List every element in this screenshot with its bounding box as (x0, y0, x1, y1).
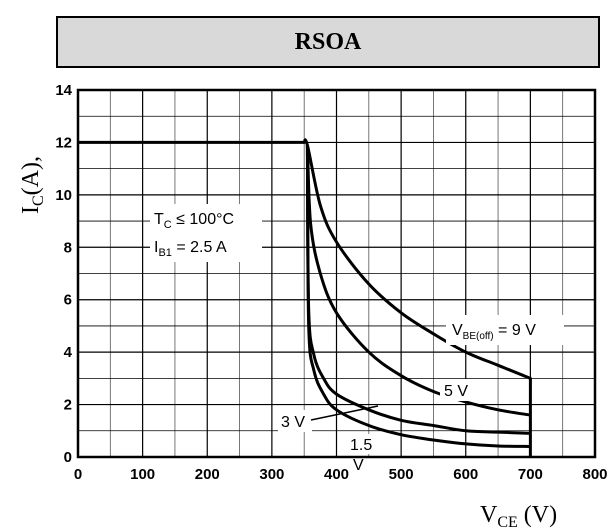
series-line-3 (305, 145, 531, 448)
x-tick-label: 800 (582, 466, 607, 483)
series-label-5v: 5 V (444, 383, 468, 400)
chart-title: RSOA (294, 28, 362, 55)
label-5v-bg (440, 379, 474, 401)
series-label-15v: 1.5 (350, 437, 372, 454)
x-tick-label: 500 (389, 466, 414, 483)
series-label-15v-unit: V (353, 457, 364, 474)
x-tick-label: 700 (518, 466, 543, 483)
pointer-3v (310, 405, 379, 421)
x-tick-label: 600 (453, 466, 478, 483)
y-tick-label: 0 (64, 449, 72, 466)
y-tick-label: 12 (55, 134, 72, 151)
x-axis-label: VCE (V) (480, 502, 557, 531)
conditions-legend-bg (150, 204, 262, 262)
y-tick-label: 14 (55, 82, 72, 99)
condition-ib: IB1 = 2.5 A (154, 239, 227, 259)
title-bar: RSOA (56, 16, 600, 68)
y-tick-label: 2 (64, 397, 72, 414)
x-tick-label: 400 (324, 466, 349, 483)
y-axis-label: IC(A), (18, 156, 47, 214)
series-line-2 (305, 145, 531, 435)
y-tick-label: 10 (55, 187, 72, 204)
x-tick-label: 200 (195, 466, 220, 483)
y-tick-label: 4 (64, 344, 73, 361)
plot-frame (76, 88, 597, 459)
x-tick-label: 100 (130, 466, 155, 483)
series-label-9v: VBE(off) = 9 V (452, 322, 536, 342)
x-tick-label: 0 (74, 466, 82, 483)
series-line-0 (78, 138, 532, 458)
series-line-1 (305, 145, 531, 417)
x-tick-label: 300 (259, 466, 284, 483)
label-15v-bg (346, 434, 378, 454)
label-9v-bg (446, 315, 564, 345)
y-tick-label: 8 (64, 239, 72, 256)
y-tick-label: 6 (64, 292, 72, 309)
label-3v-bg (278, 410, 312, 432)
series-label-3v: 3 V (281, 414, 305, 431)
condition-tc: TC ≤ 100°C (154, 211, 234, 231)
